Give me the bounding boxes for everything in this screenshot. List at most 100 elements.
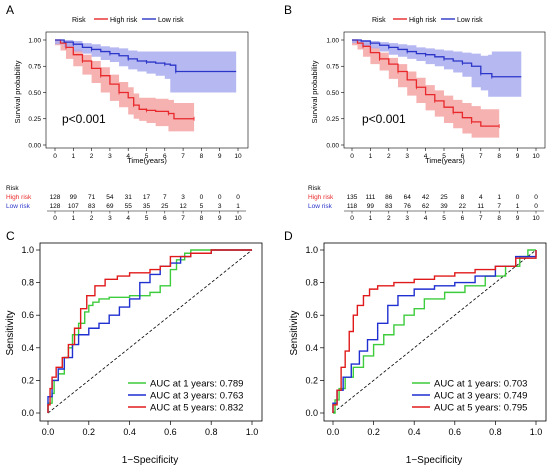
panel-a-pvalue: p<0.001 [62, 112, 106, 126]
risk-table-tick-label: 4 [424, 215, 428, 222]
roc-line-3-years [47, 249, 252, 413]
km-line-high-risk [55, 39, 195, 120]
risk-count: 128 [50, 203, 61, 210]
x-tick-label: 8 [497, 153, 501, 160]
y-tick-label: 0.0 [305, 408, 318, 418]
x-tick-label: 0.8 [205, 427, 218, 437]
y-tick-label: 1.00 [326, 37, 339, 44]
y-tick-label: 0.00 [28, 142, 41, 149]
risk-count: 62 [422, 203, 430, 210]
risk-table-tick-label: 0 [53, 215, 57, 222]
risk-table-tick-label: 10 [532, 215, 540, 222]
legend-label: AUC at 1 years: 0.703 [434, 379, 527, 390]
y-tick-label: 0.75 [326, 64, 339, 71]
y-tick-label: 1.0 [21, 245, 34, 255]
risk-count: 86 [385, 194, 393, 201]
x-tick-label: 2 [387, 153, 391, 160]
risk-count: 55 [125, 203, 133, 210]
panel-d-plot-area [323, 242, 547, 422]
risk-count: 54 [106, 194, 114, 201]
panel-letter-a: A [6, 3, 14, 17]
risk-count: 64 [404, 194, 412, 201]
x-tick-label: 6 [461, 153, 465, 160]
x-tick-label: 0.0 [42, 427, 55, 437]
risk-count: 0 [236, 194, 240, 201]
panel-b-curves [352, 39, 522, 138]
x-tick-label: 7 [181, 153, 185, 160]
risk-table-tick-label: 8 [497, 215, 501, 222]
panel-b-ylabel: Survival probability [310, 60, 319, 123]
y-tick-label: 0.75 [28, 64, 41, 71]
y-tick-label: 0.50 [326, 90, 339, 97]
risk-table-tick-label: 9 [218, 215, 222, 222]
panel-a-axes: 0 1 2 3 4 5 6 7 8 9 10 0.00 0.25 0.50 0.75 1.00 [28, 37, 242, 160]
legend-label: AUC at 5 years: 0.795 [434, 403, 527, 414]
x-tick-label: 7 [479, 153, 483, 160]
risk-count: 39 [440, 203, 448, 210]
panel-d: D 0.0 0.2 0.4 0.6 0.8 1.0 0.0 0.2 0.4 0.6 0.8 1.0 S… [284, 229, 547, 466]
risk-table-tick-label: 7 [181, 215, 185, 222]
legend-label: AUC at 1 years: 0.789 [150, 379, 243, 390]
panel-d-curves [332, 249, 537, 414]
risk-table-tick-label: 2 [387, 215, 391, 222]
x-tick-label: 1.0 [246, 427, 259, 437]
legend-title: Risk [72, 17, 86, 24]
panel-c-curves [47, 249, 253, 414]
risk-count: 1 [236, 203, 240, 210]
panel-d-xlabel: 1−Specificity [406, 455, 462, 466]
risk-count: 128 [50, 194, 61, 201]
panel-c: C 0.0 0.2 0.4 0.6 0.8 1.0 0.0 0.2 0.4 0.6 0.8 1.0 S… [5, 229, 263, 466]
panel-a-curves [55, 39, 237, 132]
panel-d-axes: 0.0 0.2 0.4 0.6 0.8 1.0 0.0 0.2 0.4 0.6 0.8 1.0 [305, 245, 542, 437]
risk-count: 35 [143, 203, 151, 210]
x-tick-label: 5 [145, 153, 149, 160]
x-tick-label: 3 [108, 153, 112, 160]
panel-b-risk-table: Risk High risk Low risk 135 111 86 64 42 25 8 4… [308, 185, 544, 222]
risk-count: 25 [440, 194, 448, 201]
risk-table-tick-label: 7 [479, 215, 483, 222]
risk-count: 99 [367, 203, 375, 210]
y-tick-label: 0.0 [21, 408, 34, 418]
reference-diagonal [47, 249, 253, 414]
risk-count: 0 [534, 203, 538, 210]
x-tick-label: 0.4 [123, 427, 136, 437]
panel-b-plot-area [343, 31, 546, 149]
x-tick-label: 0.6 [449, 427, 462, 437]
y-tick-label: 0.8 [21, 278, 34, 288]
risk-count: 11 [477, 203, 484, 210]
risk-row-low-label: Low risk [6, 203, 31, 210]
risk-table-tick-label: 5 [442, 215, 446, 222]
legend-low-label: Low risk [457, 17, 483, 24]
x-tick-label: 0.8 [489, 427, 502, 437]
roc-line-5-years [332, 250, 537, 413]
x-tick-label: 1.0 [530, 427, 543, 437]
x-tick-label: 4 [126, 153, 130, 160]
y-tick-label: 0.6 [305, 310, 318, 320]
panel-letter-b: B [284, 3, 292, 17]
risk-count: 118 [347, 203, 358, 210]
risk-table-tick-label: 3 [108, 215, 112, 222]
risk-count: 3 [218, 203, 222, 210]
y-tick-label: 0.25 [326, 116, 339, 123]
panel-b-xlabel: Time(years) [425, 156, 465, 165]
legend-label: AUC at 3 years: 0.749 [434, 391, 527, 402]
risk-count: 3 [181, 194, 185, 201]
risk-table-tick-label: 3 [405, 215, 409, 222]
panel-c-axes: 0.0 0.2 0.4 0.6 0.8 1.0 0.0 0.2 0.4 0.6 0.8 1.0 [21, 245, 258, 437]
panel-letter-c: C [6, 229, 15, 243]
panel-b: B Risk High risk Low risk 0 1 2 3 4 5 6 7 8 9 100.… [284, 3, 546, 222]
legend-low-label: Low risk [158, 17, 184, 24]
x-tick-label: 8 [200, 153, 204, 160]
risk-count: 83 [88, 203, 96, 210]
risk-count: 5 [200, 203, 204, 210]
risk-table-tick-label: 1 [369, 215, 373, 222]
x-tick-label: 9 [516, 153, 520, 160]
panel-d-ylabel: Sensitivity [289, 310, 300, 355]
risk-count: 0 [218, 194, 222, 201]
panel-c-ylabel: Sensitivity [5, 310, 16, 355]
risk-count: 7 [163, 194, 167, 201]
x-tick-label: 0 [350, 153, 354, 160]
